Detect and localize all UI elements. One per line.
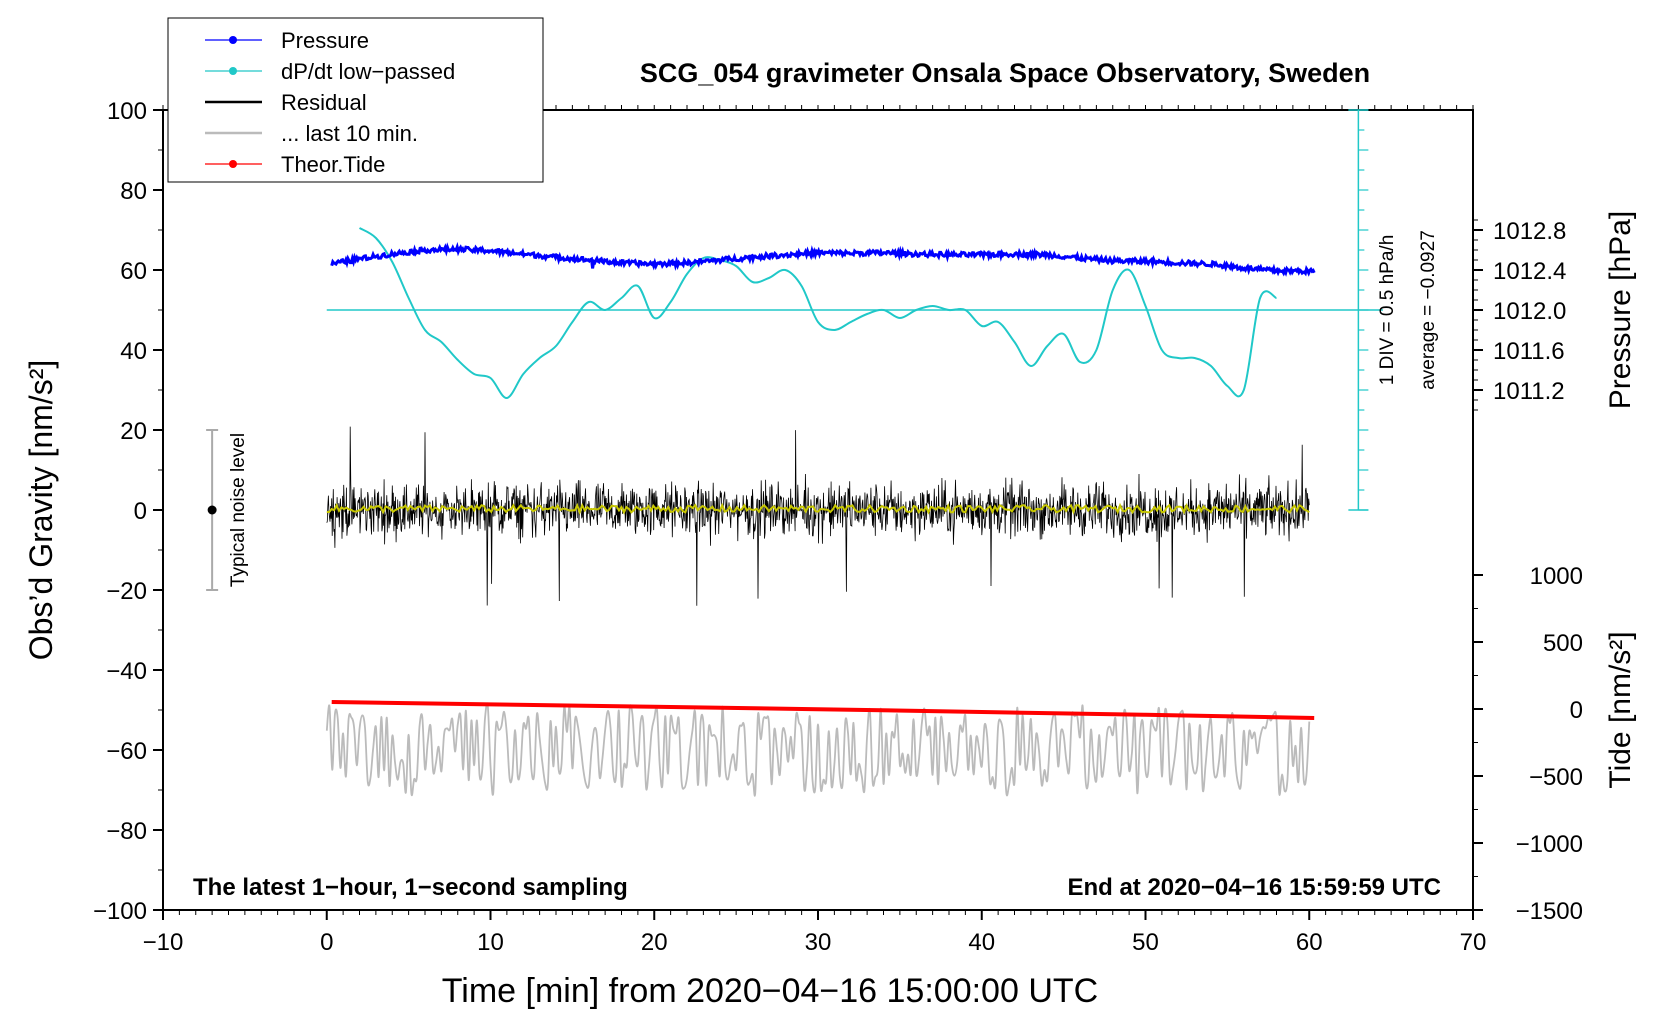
sampling-note: The latest 1−hour, 1−second sampling [193,874,628,901]
y-tick-label: −80 [106,818,147,845]
pressure-axis-ticks: 1011.2 1011.6 1012.0 1012.4 1012.8 [1473,218,1566,411]
legend: Pressure dP/dt low−passed Residual ... last… [167,17,544,183]
series-last-10-min [325,702,1311,797]
x-tick-label: −10 [143,929,184,956]
residual-line [326,426,1310,606]
legend-marker [229,36,237,44]
legend-label: Pressure [281,28,369,53]
tide-tick-label: 0 [1570,697,1583,724]
y-tick-label: 100 [107,98,147,125]
pressure-tick-label: 1011.2 [1493,378,1565,405]
y-tick-label: 0 [134,498,147,525]
legend-label: dP/dt low−passed [281,59,455,84]
legend-label: ... last 10 min. [281,121,418,146]
tide-tick-label: −1000 [1516,831,1583,858]
tide-tick-label: −500 [1529,764,1583,791]
dpdt-line [358,227,1277,399]
series-theor-tide [331,700,1315,720]
noise-bar-dot [207,505,217,515]
dpdt-scale-axis [326,109,1383,511]
series-residual [326,426,1310,606]
y-tick-label: −40 [106,658,147,685]
y-tick-label: −20 [106,578,147,605]
y-tick-label: −60 [106,738,147,765]
x-tick-label: 20 [641,929,668,956]
tide-tick-label: 500 [1543,630,1583,657]
end-time-note: End at 2020−04−16 15:59:59 UTC [1067,874,1441,901]
chart-title: SCG_054 gravimeter Onsala Space Observat… [640,58,1370,88]
x-axis-title: Time [min] from 2020−04−16 15:00:00 UTC [442,972,1098,1010]
x-axis-ticks: −10 0 10 20 30 40 50 60 70 [143,105,1487,956]
x-tick-label: 50 [1132,929,1159,956]
legend-box [167,17,544,183]
y-axis-title: Obs’d Gravity [nm/s²] [23,360,59,661]
legend-marker [229,67,237,75]
x-tick-label: 30 [805,929,832,956]
x-tick-label: 40 [968,929,995,956]
noise-level-bar [206,429,219,591]
last-10-min-line [325,702,1311,797]
x-tick-label: 60 [1296,929,1323,956]
y-axis-ticks: −100 −80 −60 −40 −20 0 20 40 60 80 100 [93,98,163,925]
tide-axis-title: Tide [nm/s²] [1604,631,1637,788]
y-tick-label: 80 [120,178,147,205]
pressure-tick-label: 1012.8 [1493,218,1566,245]
y-tick-label: 20 [120,418,147,445]
pressure-tick-label: 1012.4 [1493,258,1566,285]
dpdt-average-label: average = −0.0927 [1418,230,1439,390]
tide-tick-label: 1000 [1530,563,1583,590]
residual-smoothed-line [326,502,1310,516]
series-dpdt [358,227,1277,399]
series-pressure [330,241,1316,277]
dpdt-scale-label: 1 DIV = 0.5 hPa/h [1377,235,1398,386]
tide-axis-ticks: −1500 −1000 −500 0 500 1000 [1473,563,1583,925]
x-tick-label: 70 [1460,929,1487,956]
tide-tick-label: −1500 [1516,898,1583,925]
pressure-tick-label: 1012.0 [1493,298,1566,325]
y-tick-label: −100 [93,898,147,925]
y-tick-label: 40 [120,338,147,365]
y-tick-label: 60 [120,258,147,285]
x-tick-label: 0 [320,929,333,956]
legend-label: Residual [281,90,367,115]
pressure-tick-label: 1011.6 [1493,338,1565,365]
x-tick-label: 10 [477,929,504,956]
theor-tide-line [331,700,1315,720]
pressure-line [330,241,1316,277]
noise-level-label: Typical noise level [228,433,249,587]
pressure-axis-title: Pressure [hPa] [1604,211,1637,409]
legend-marker [229,160,237,168]
legend-label: Theor.Tide [281,152,385,177]
